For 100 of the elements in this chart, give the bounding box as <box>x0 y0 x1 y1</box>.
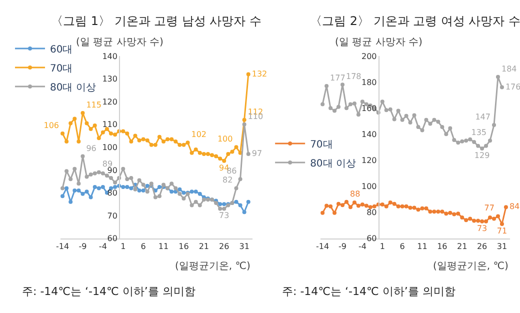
point <box>182 142 186 147</box>
point <box>230 150 234 154</box>
point <box>452 138 456 142</box>
data-label: 176 <box>505 82 520 92</box>
point <box>96 186 101 190</box>
point <box>424 118 428 122</box>
text: 주: -14℃는 ‘-14℃ 이하’를 의미함 <box>282 285 456 298</box>
point <box>328 106 333 110</box>
point <box>125 132 130 136</box>
point <box>416 208 420 212</box>
point <box>84 121 89 126</box>
legend-label: 70대 <box>50 63 73 74</box>
point <box>432 210 436 214</box>
data-label: 100 <box>217 134 233 144</box>
point <box>472 140 476 144</box>
data-label: 77 <box>484 204 494 213</box>
data-label: 73 <box>219 211 230 220</box>
data-label: 184 <box>501 64 517 74</box>
x-tick-label: 16 <box>178 242 189 251</box>
point <box>246 72 250 76</box>
x-tick-label: 21 <box>198 242 210 251</box>
x-tick-label: -14 <box>316 242 330 251</box>
y-axis-title: (일 평균 사망자 수) <box>335 37 422 48</box>
point <box>428 210 432 214</box>
x-axis-title: (일평균기온, ℃) <box>175 261 250 272</box>
point <box>178 187 182 192</box>
y-tick-label: 200 <box>362 52 377 61</box>
point <box>210 153 214 158</box>
point <box>246 152 250 156</box>
point <box>320 210 325 215</box>
point <box>129 139 134 144</box>
point <box>113 132 118 137</box>
point <box>137 188 142 192</box>
point <box>104 174 109 178</box>
point <box>320 102 325 106</box>
data-label: 73 <box>476 224 488 233</box>
data-label: 71 <box>496 226 508 236</box>
point <box>92 124 97 128</box>
data-label: 102 <box>191 130 207 140</box>
x-tick-label: -4 <box>358 242 366 251</box>
point <box>396 204 400 208</box>
y-tick-label: 80 <box>107 188 118 198</box>
x-tick-label: 16 <box>437 242 448 251</box>
point <box>226 152 230 156</box>
legend-label: 60대 <box>50 44 73 56</box>
point <box>153 142 158 147</box>
point <box>113 185 118 190</box>
point <box>174 186 178 190</box>
point <box>420 128 424 132</box>
point <box>496 214 500 218</box>
point <box>340 203 345 208</box>
point <box>198 150 202 155</box>
data-label: 177 <box>330 73 346 82</box>
x-tick-label: 26 <box>219 242 230 251</box>
point <box>84 190 89 194</box>
point <box>504 205 508 210</box>
text: 주: -14℃는 ‘-14℃ 이하’를 의미함 <box>22 285 196 298</box>
point <box>500 85 504 90</box>
y-tick-label: 180 <box>362 78 377 87</box>
point <box>242 118 246 122</box>
point <box>328 204 333 208</box>
point <box>380 202 384 206</box>
point <box>198 203 202 208</box>
x-tick-label: 11 <box>417 242 428 251</box>
point <box>222 206 226 211</box>
point <box>440 125 444 129</box>
x-tick-label: 6 <box>400 242 405 251</box>
point <box>352 102 356 106</box>
point <box>480 219 484 224</box>
data-label: 86 <box>226 166 237 176</box>
y-tick-label: 100 <box>362 182 377 192</box>
x-tick-label: -9 <box>78 242 87 251</box>
point <box>60 186 65 190</box>
x-tick-label: -9 <box>338 242 346 251</box>
data-label: 147 <box>475 112 491 122</box>
point <box>332 108 337 113</box>
point <box>198 192 202 196</box>
point <box>234 145 238 150</box>
data-label: 115 <box>86 100 102 110</box>
point <box>170 182 174 186</box>
point <box>448 126 452 130</box>
point <box>141 137 146 142</box>
y-tick-label: 80 <box>366 208 377 218</box>
point <box>408 206 412 210</box>
point <box>206 152 210 156</box>
legend-label: 80대 이상 <box>50 82 96 94</box>
y-tick-label: 140 <box>102 52 118 61</box>
point <box>392 202 396 206</box>
point <box>440 210 444 214</box>
point <box>448 210 452 215</box>
data-label: 88 <box>350 189 360 198</box>
x-tick-label: 1 <box>120 242 126 251</box>
x-tick-label: 21 <box>457 242 468 251</box>
data-label: 132 <box>252 69 268 78</box>
data-label: 135 <box>471 128 487 138</box>
point <box>416 125 420 129</box>
point <box>476 218 480 223</box>
x-tick-label: 31 <box>496 242 508 251</box>
point <box>336 202 341 206</box>
point <box>145 138 150 142</box>
